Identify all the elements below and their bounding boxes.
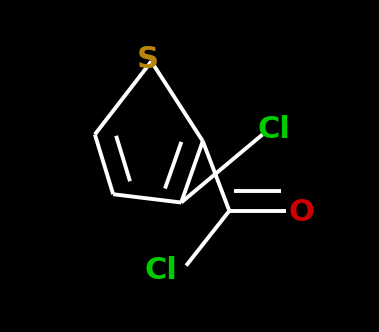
Text: S: S [137,45,159,74]
Text: O: O [289,198,315,227]
Text: Cl: Cl [145,256,178,285]
Text: Cl: Cl [258,115,291,144]
